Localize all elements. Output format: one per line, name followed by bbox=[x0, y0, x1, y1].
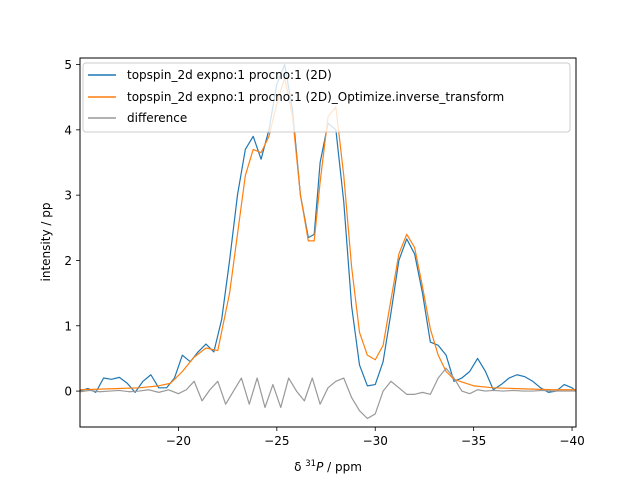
y-tick-label: 5 bbox=[64, 58, 72, 72]
x-axis-label: δ 31P / ppm bbox=[294, 459, 362, 474]
y-tick-label: 4 bbox=[64, 123, 72, 137]
x-tick-label: −30 bbox=[363, 434, 388, 448]
x-tick-label: −20 bbox=[166, 434, 191, 448]
series-line-3 bbox=[80, 367, 576, 420]
y-tick-label: 2 bbox=[64, 254, 72, 268]
legend-label-series-1: topspin_2d expno:1 procno:1 (2D) bbox=[127, 68, 332, 82]
plot-frame bbox=[79, 57, 577, 428]
y-axis: 0 1 2 3 4 5 bbox=[64, 58, 80, 399]
y-tick-label: 1 bbox=[64, 319, 72, 333]
legend: topspin_2d expno:1 procno:1 (2D) topspin… bbox=[82, 62, 571, 133]
y-tick-label: 0 bbox=[64, 385, 72, 399]
y-tick-label: 3 bbox=[64, 189, 72, 203]
legend-label-series-3: difference bbox=[127, 111, 187, 125]
x-axis: −20 −25 −30 −35 −40 bbox=[166, 427, 585, 448]
x-axis-label-variable: P bbox=[316, 460, 324, 474]
y-axis-label: intensity / pp bbox=[39, 203, 53, 282]
x-axis-label-unit: / ppm bbox=[323, 460, 362, 474]
x-tick-label: −25 bbox=[264, 434, 289, 448]
legend-label-series-2: topspin_2d expno:1 procno:1 (2D)_Optimiz… bbox=[127, 90, 504, 104]
x-axis-label-prefix: δ bbox=[294, 460, 305, 474]
x-axis-label-superscript: 31 bbox=[305, 459, 316, 469]
series-line-2 bbox=[80, 76, 576, 391]
x-tick-label: −40 bbox=[559, 434, 584, 448]
x-tick-label: −35 bbox=[461, 434, 486, 448]
legend-frame bbox=[82, 62, 571, 133]
